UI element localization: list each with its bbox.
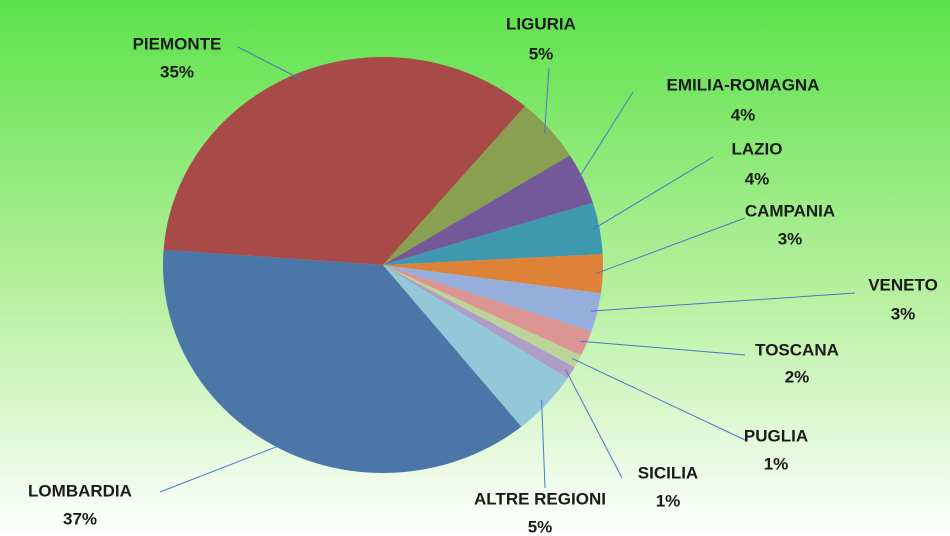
leader-line [592,156,714,230]
leader-line [580,340,746,356]
leader-line [596,217,746,274]
leader-line [159,443,285,493]
category-label: VENETO [868,275,938,294]
value-label: 37% [63,509,97,528]
pie-slice [383,265,575,379]
value-label: 3% [891,304,916,323]
category-label: LOMBARDIA [28,481,132,500]
category-label: CAMPANIA [745,201,835,220]
category-label: SICILIA [638,463,698,482]
value-label: 35% [160,62,194,81]
value-label: 4% [745,169,770,188]
pie-slice [383,155,593,265]
value-label: 4% [731,105,756,124]
value-label: 1% [656,491,681,510]
value-label: 5% [528,517,553,536]
category-label: LAZIO [732,139,783,158]
leader-line [576,91,634,182]
pie-slice [383,265,568,427]
pie-slice [383,265,592,356]
pie-slice [383,106,570,265]
leader-line [571,358,746,441]
category-label: LIGURIA [506,14,576,33]
category-label: EMILIA-ROMAGNA [667,75,820,94]
category-label: PIEMONTE [133,34,222,53]
pie-slice [383,202,603,265]
pie-slice [383,265,582,368]
value-label: 5% [529,44,554,63]
category-label: PUGLIA [744,426,808,445]
pie-slice [383,254,603,294]
pie-slice [163,249,522,473]
leader-line [237,46,301,80]
value-label: 2% [785,367,810,386]
pie-slice [383,265,601,332]
leader-line [590,292,856,312]
value-label: 3% [778,229,803,248]
category-label: ALTRE REGIONI [474,489,606,508]
value-label: 1% [764,454,789,473]
leader-line [544,67,550,134]
leader-line [565,369,623,479]
leader-line [541,399,546,489]
pie-slice [163,57,526,265]
category-label: TOSCANA [755,340,839,359]
